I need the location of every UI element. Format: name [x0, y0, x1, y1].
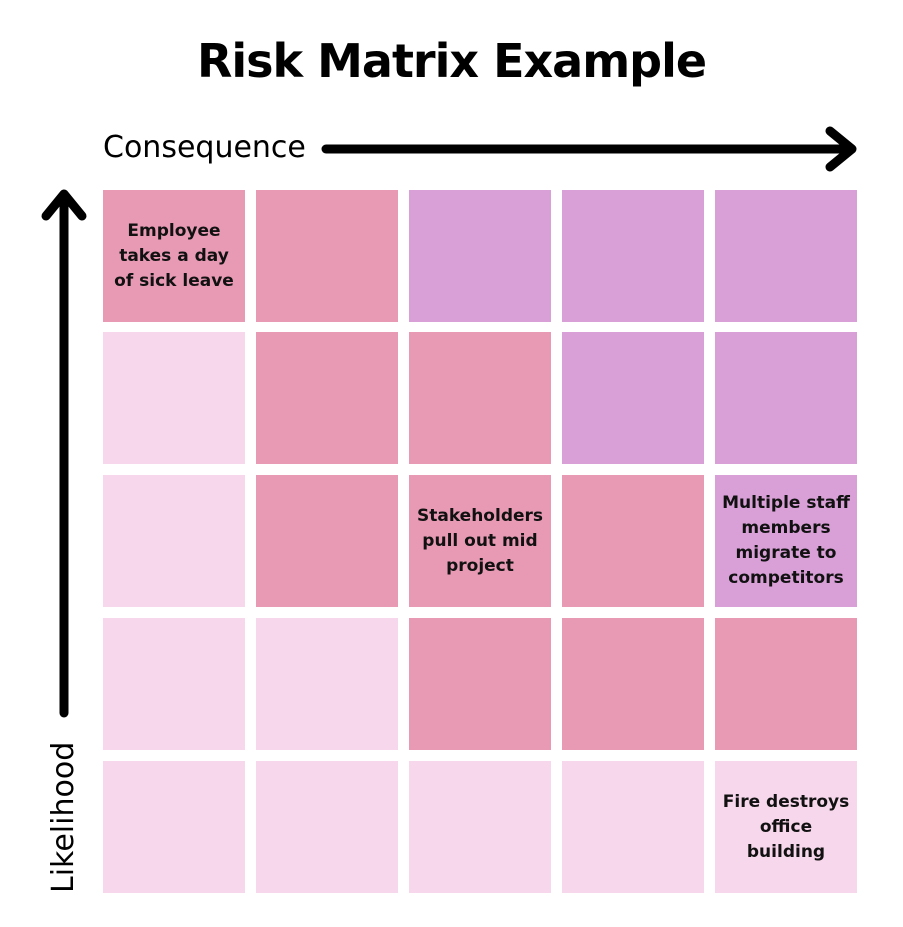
page-title: Risk Matrix Example	[196, 34, 707, 88]
matrix-cell-high: Multiple staff members migrate to compet…	[715, 475, 857, 607]
cell-label: Employee takes a day of sick leave	[114, 220, 234, 291]
matrix-cell-medium	[562, 475, 704, 607]
matrix-cell-medium	[562, 618, 704, 750]
cell-label: Fire destroys office building	[722, 791, 850, 862]
matrix-cell-low	[256, 618, 398, 750]
y-axis-arrow-icon	[41, 189, 87, 718]
matrix-cell-medium	[256, 332, 398, 464]
matrix-cell-low	[103, 618, 245, 750]
cell-label: Multiple staff members migrate to compet…	[722, 493, 850, 588]
matrix-cell-high	[715, 190, 857, 322]
matrix-cell-high	[562, 332, 704, 464]
matrix-cell-medium	[715, 618, 857, 750]
matrix-cell-medium: Stakeholders pull out mid project	[409, 475, 551, 607]
matrix-cell-medium	[256, 190, 398, 322]
matrix-cell-low	[103, 332, 245, 464]
matrix-cell-medium	[256, 475, 398, 607]
x-axis-arrow-icon	[321, 126, 857, 172]
matrix-cell-medium	[409, 618, 551, 750]
matrix-cell-high	[562, 190, 704, 322]
matrix-cell-high	[409, 190, 551, 322]
matrix-cell-low: Fire destroys office building	[715, 761, 857, 893]
matrix-cell-medium: Employee takes a day of sick leave	[103, 190, 245, 322]
matrix-cell-low	[562, 761, 704, 893]
matrix-cell-medium	[409, 332, 551, 464]
matrix-cell-low	[103, 475, 245, 607]
matrix-cell-high	[715, 332, 857, 464]
cell-label: Stakeholders pull out mid project	[416, 505, 544, 576]
matrix-cell-low	[256, 761, 398, 893]
matrix-cell-low	[103, 761, 245, 893]
x-axis-label: Consequence	[103, 130, 306, 165]
matrix-cell-low	[409, 761, 551, 893]
